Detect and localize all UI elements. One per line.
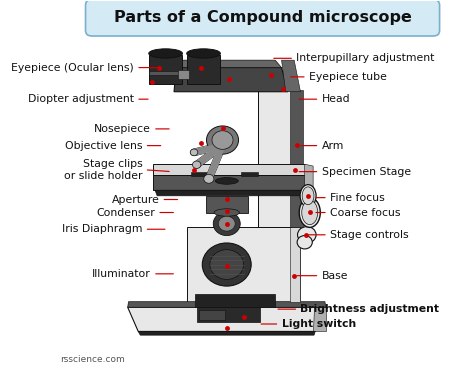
Polygon shape xyxy=(241,172,258,176)
Circle shape xyxy=(192,161,201,169)
Ellipse shape xyxy=(299,198,320,228)
Bar xyxy=(197,307,260,322)
Polygon shape xyxy=(174,68,288,92)
FancyBboxPatch shape xyxy=(85,0,439,36)
Circle shape xyxy=(204,174,214,183)
Text: Condenser: Condenser xyxy=(96,207,155,217)
Polygon shape xyxy=(128,307,326,332)
Polygon shape xyxy=(282,60,301,92)
Polygon shape xyxy=(187,54,220,84)
Text: Iris Diaphragm: Iris Diaphragm xyxy=(62,224,142,234)
Text: Arm: Arm xyxy=(321,141,344,151)
Text: Light switch: Light switch xyxy=(282,319,356,329)
Text: Illuminator: Illuminator xyxy=(92,269,151,279)
Ellipse shape xyxy=(302,200,318,225)
Polygon shape xyxy=(187,228,301,302)
Text: Eyepiece (Ocular lens): Eyepiece (Ocular lens) xyxy=(11,63,134,73)
Polygon shape xyxy=(153,175,305,190)
Polygon shape xyxy=(258,90,292,228)
Text: Stage controls: Stage controls xyxy=(330,230,409,240)
Circle shape xyxy=(298,227,316,243)
Text: Coarse focus: Coarse focus xyxy=(330,207,401,217)
Ellipse shape xyxy=(215,178,238,184)
Polygon shape xyxy=(138,332,315,335)
Polygon shape xyxy=(149,54,182,84)
Circle shape xyxy=(212,131,233,149)
Bar xyxy=(178,70,189,79)
Ellipse shape xyxy=(187,49,220,58)
Polygon shape xyxy=(153,164,305,175)
Text: Diopter adjustment: Diopter adjustment xyxy=(28,94,134,104)
Ellipse shape xyxy=(302,187,314,205)
Text: Specimen Stage: Specimen Stage xyxy=(321,167,410,177)
Circle shape xyxy=(219,216,235,231)
Polygon shape xyxy=(302,164,313,196)
Bar xyxy=(200,310,225,320)
Text: Parts of a Compound microscope: Parts of a Compound microscope xyxy=(114,10,411,25)
Text: Eyepiece tube: Eyepiece tube xyxy=(309,72,387,82)
Text: Base: Base xyxy=(321,271,348,281)
Polygon shape xyxy=(176,60,282,68)
Circle shape xyxy=(202,243,251,286)
Bar xyxy=(149,70,182,75)
Polygon shape xyxy=(206,196,248,213)
Ellipse shape xyxy=(149,49,182,58)
Circle shape xyxy=(190,149,198,156)
Ellipse shape xyxy=(300,185,316,207)
Polygon shape xyxy=(195,294,275,307)
Text: Brightness adjustment: Brightness adjustment xyxy=(301,304,439,314)
Polygon shape xyxy=(290,228,301,302)
Text: Objective lens: Objective lens xyxy=(65,141,142,151)
Polygon shape xyxy=(155,190,305,196)
Polygon shape xyxy=(191,172,208,176)
Polygon shape xyxy=(313,307,326,332)
Text: Stage clips
or slide holder: Stage clips or slide holder xyxy=(64,159,142,181)
Polygon shape xyxy=(290,90,302,228)
Polygon shape xyxy=(128,302,326,307)
Text: rsscience.com: rsscience.com xyxy=(60,355,125,364)
Circle shape xyxy=(210,250,244,279)
Text: Fine focus: Fine focus xyxy=(330,192,385,203)
Text: Nosepiece: Nosepiece xyxy=(94,124,151,134)
Text: Head: Head xyxy=(321,94,350,104)
Circle shape xyxy=(297,236,312,249)
Circle shape xyxy=(207,126,238,154)
Text: Interpupillary adjustment: Interpupillary adjustment xyxy=(296,53,435,63)
Circle shape xyxy=(213,212,240,236)
Text: Aperture: Aperture xyxy=(111,194,159,204)
Ellipse shape xyxy=(214,209,239,216)
